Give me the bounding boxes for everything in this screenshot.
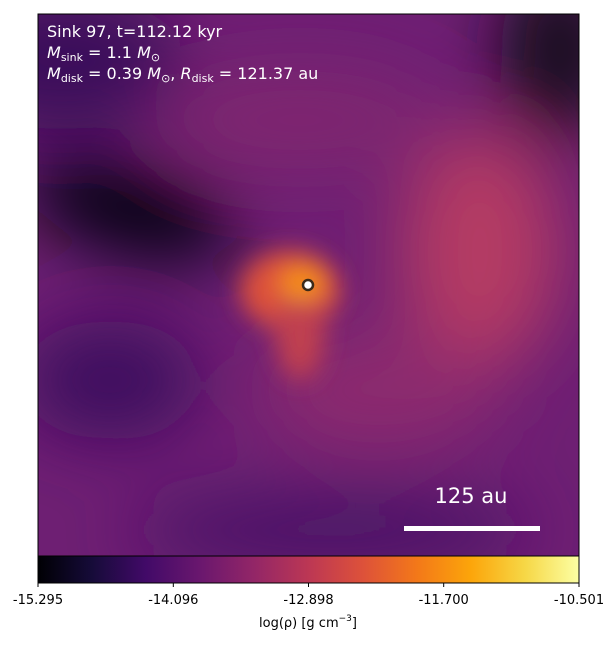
colorbar-tick-label: -15.295 [13,593,63,608]
annotation-title: Sink 97, t=112.12 kyr [47,22,223,41]
annotation-sink-mass: Msink = 1.1 M⊙ [47,43,160,64]
colorbar-tick-label: -14.096 [148,593,198,608]
sink-marker [301,278,315,292]
annotation-disk: Mdisk = 0.39 M⊙, Rdisk = 121.37 au [47,64,318,85]
density-image: 125 au [38,14,579,556]
colorbar-tick-label: -10.501 [554,593,604,608]
colorbar-label: log(ρ) [g cm−3] [259,614,357,631]
colorbar-tick-label: -11.700 [419,593,469,608]
colorbar-tick-label: -12.898 [283,593,333,608]
scale-bar-label: 125 au [435,484,508,508]
scale-bar [404,526,540,531]
colorbar [37,555,580,584]
